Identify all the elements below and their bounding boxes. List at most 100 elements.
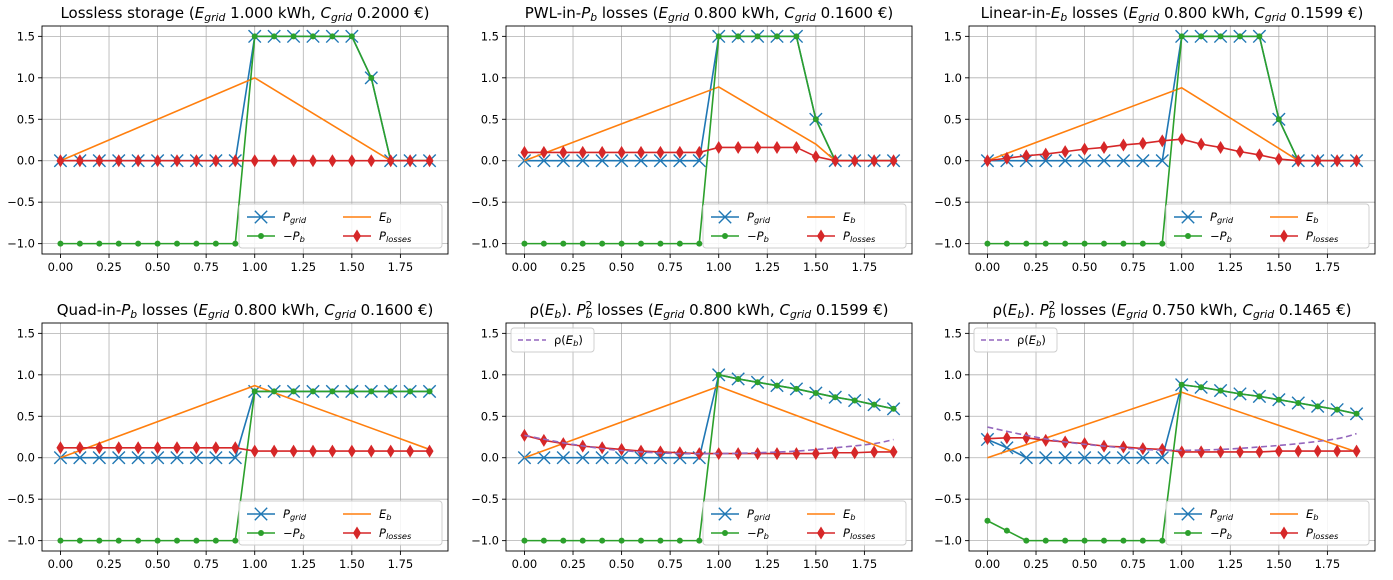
data-point [348, 388, 355, 395]
data-point [1256, 393, 1263, 400]
data-point [1120, 240, 1127, 247]
legend-label-1-part: b [1313, 512, 1318, 522]
data-point [425, 444, 434, 458]
data-point [1155, 451, 1169, 465]
x-tick-label: 1.25 [754, 260, 780, 274]
data-point [251, 33, 258, 40]
legend-swatch-0 [1174, 507, 1202, 521]
series-E_b [60, 384, 430, 459]
legend-label-1: Eb [843, 210, 856, 225]
legend-label-0-part: grid [1217, 512, 1234, 522]
legend-label-2-part: b [764, 234, 769, 244]
x-tick-label: 0.50 [609, 557, 635, 571]
legend-label-2: −Pb [747, 229, 769, 244]
data-point [560, 240, 567, 247]
legend-label-3-part: P [1306, 229, 1313, 243]
data-point [250, 444, 259, 458]
data-point [793, 385, 800, 392]
legend-swatch-3 [343, 526, 371, 540]
plot-area [517, 29, 901, 247]
data-point [656, 145, 665, 159]
chart-title-part: 1.000 kWh, [225, 4, 320, 22]
chart-title-part: P [581, 4, 591, 22]
legend-label-0-part: grid [290, 512, 307, 522]
data-point [76, 240, 83, 247]
legend-box [1165, 203, 1370, 249]
data-point [270, 154, 279, 168]
y-tick-label: 1.0 [481, 368, 499, 382]
data-point [1155, 154, 1169, 168]
data-point [831, 446, 840, 460]
x-tick-label: 0.25 [1023, 557, 1049, 571]
data-point [1116, 451, 1131, 465]
data-point [1333, 154, 1342, 168]
data-point [289, 444, 298, 458]
chart-title-part: ). [561, 301, 576, 319]
y-tick-label: 1.5 [17, 29, 35, 43]
chart-title-part: E [1051, 4, 1061, 22]
data-point [1062, 240, 1069, 247]
legend-marker-3 [353, 526, 361, 540]
data-point [595, 154, 609, 168]
legend-label-1-part: E [1306, 210, 1314, 224]
data-point [1039, 451, 1053, 465]
series-line [60, 384, 430, 459]
data-point [1158, 134, 1167, 148]
data-point [1039, 154, 1053, 168]
data-point [1119, 440, 1128, 454]
data-point [1138, 136, 1147, 150]
data-point [1136, 451, 1150, 465]
series-P_losses [56, 441, 434, 458]
legend-label-0-part: P [283, 507, 290, 521]
chart-title-part: E [199, 301, 209, 319]
data-point [614, 451, 629, 465]
legend-box [1165, 500, 1370, 546]
series-P_losses [520, 140, 898, 168]
y-tick-label: −1.0 [471, 534, 499, 548]
data-point [595, 451, 609, 465]
chart-panel-5: 0.00 0.25 0.50 0.75 1.00 1.25 1.50 1.75 −1.0 −0.5… [934, 299, 1376, 571]
data-point [131, 451, 145, 465]
x-tick-label: 0.50 [145, 260, 171, 274]
data-point [174, 240, 181, 247]
chart-title-part: E [659, 4, 669, 22]
chart-title-part: b [1060, 11, 1067, 24]
legend-label-3: Plosses [1306, 526, 1339, 541]
chart-title-part: ρ( [992, 301, 1007, 319]
x-tick-label: 0.25 [560, 557, 586, 571]
legend-label-0: Pgrid [747, 210, 771, 225]
y-tick-label: 0.5 [17, 409, 35, 423]
x-tick-label: 0.00 [512, 557, 538, 571]
data-point [1236, 390, 1243, 397]
data-point [115, 537, 122, 544]
chart-title-part: grid [208, 308, 229, 321]
data-point [634, 154, 648, 168]
data-point [812, 390, 819, 397]
data-point [329, 388, 336, 395]
legend-box [510, 327, 595, 353]
legend-label-1: Eb [843, 507, 856, 522]
data-point [676, 537, 683, 544]
y-tick-label: −0.5 [7, 492, 35, 506]
chart-title: ρ(Eb). Pb2 losses (Egrid 0.750 kWh, Cgri… [992, 299, 1351, 321]
chart-title-part: losses ( [137, 301, 198, 319]
legend-marker-0 [718, 210, 732, 224]
legend-label-3-part: losses [1313, 234, 1339, 244]
legend-label-3: Plosses [843, 229, 876, 244]
legend-label-4-part: E [566, 333, 574, 347]
legend-label-2-part: b [300, 234, 305, 244]
data-point [1042, 240, 1049, 247]
data-point [637, 444, 646, 458]
data-point [890, 405, 897, 412]
data-point [1097, 154, 1111, 168]
x-tick-label: 1.25 [754, 557, 780, 571]
data-point [308, 444, 317, 458]
series-line [524, 35, 894, 245]
data-point [1097, 451, 1111, 465]
x-tick-label: 0.25 [96, 260, 122, 274]
legend-label-4: ρ(Eb) [554, 333, 583, 348]
legend-label-0-part: grid [754, 512, 771, 522]
